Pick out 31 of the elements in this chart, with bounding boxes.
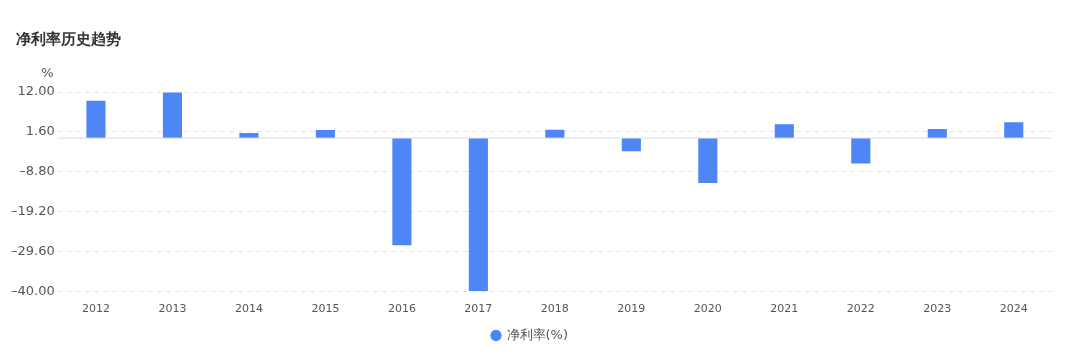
bar — [774, 124, 794, 139]
y-tick-label: 12.00 — [17, 83, 55, 99]
bar — [851, 138, 871, 164]
x-tick-label: 2020 — [693, 302, 722, 316]
x-tick-label: 2017 — [464, 302, 493, 316]
chart-title: 净利率历史趋势 — [15, 29, 122, 50]
bar — [162, 92, 182, 139]
x-tick-label: 2024 — [999, 302, 1028, 316]
y-tick-label: –8.80 — [19, 163, 55, 179]
x-tick-label: 2013 — [158, 302, 187, 316]
bar — [392, 138, 412, 246]
bar — [468, 138, 488, 292]
y-axis-title: % — [41, 64, 54, 80]
x-tick-label: 2023 — [923, 302, 952, 316]
y-tick-label: –40.00 — [11, 283, 55, 299]
x-tick-label: 2016 — [387, 302, 416, 316]
y-tick-label: –19.20 — [11, 203, 55, 219]
bar — [698, 138, 718, 184]
x-tick-label: 2021 — [770, 302, 799, 316]
y-tick-label: –29.60 — [11, 243, 55, 259]
y-tick-label: 1.60 — [25, 123, 55, 139]
bar — [86, 100, 106, 139]
x-tick-label: 2015 — [311, 302, 340, 316]
x-tick-label: 2019 — [617, 302, 646, 316]
x-tick-label: 2012 — [81, 302, 110, 316]
x-tick-label: 2014 — [234, 302, 263, 316]
legend-label: 净利率(%) — [506, 326, 568, 342]
x-tick-label: 2018 — [540, 302, 569, 316]
bar — [621, 138, 641, 152]
x-tick-label: 2022 — [846, 302, 875, 316]
bar — [1004, 122, 1024, 139]
